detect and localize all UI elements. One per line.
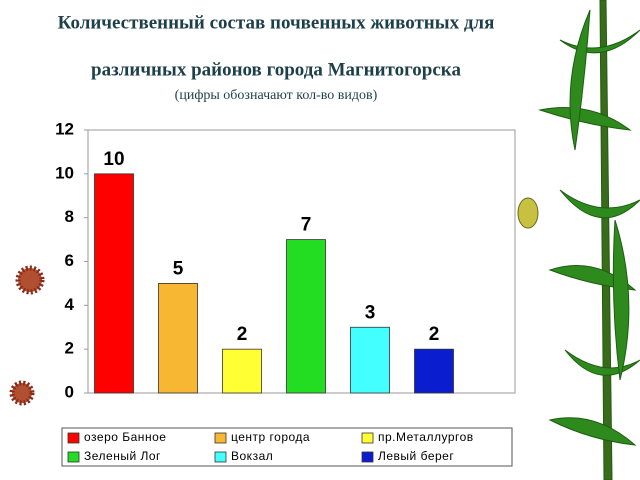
y-tick-label: 6: [65, 251, 74, 270]
y-tick-label: 4: [65, 295, 75, 314]
value-label: 10: [103, 149, 124, 170]
legend-swatch: [214, 451, 227, 463]
bamboo-decoration: [538, 0, 640, 480]
legend-swatch: [67, 451, 80, 463]
legend-label: Левый берег: [378, 449, 454, 463]
legend-label: озеро Банное: [84, 430, 166, 444]
legend: [61, 427, 513, 467]
y-tick-label: 8: [65, 207, 74, 226]
legend-swatch: [214, 432, 227, 444]
legend-swatch: [361, 451, 374, 463]
value-label: 2: [237, 324, 248, 345]
legend-label: Вокзал: [231, 449, 273, 463]
legend-label: Зеленый Лог: [84, 449, 161, 463]
y-tick-label: 2: [65, 339, 74, 358]
chart-title: Количественный состав почвенных животных…: [58, 12, 495, 33]
bar: [158, 283, 198, 394]
value-label: 5: [173, 258, 184, 279]
legend-label: центр города: [231, 430, 310, 444]
value-label: 3: [365, 302, 376, 323]
chart-title-line2: различных районов города Магнитогорска: [91, 59, 461, 80]
legend-swatch: [67, 432, 80, 444]
value-label: 7: [301, 215, 312, 236]
bar: [286, 239, 326, 394]
y-tick-label: 12: [55, 119, 74, 138]
legend-swatch: [361, 432, 374, 444]
y-tick-label: 10: [55, 163, 74, 182]
y-tick-label: 0: [65, 382, 74, 401]
value-label: 2: [429, 324, 440, 345]
chart-subtitle: (цифры обозначают кол-во видов): [175, 88, 378, 103]
bar: [414, 348, 454, 394]
bar: [94, 173, 134, 394]
legend-label: пр.Металлургов: [378, 430, 474, 444]
bar: [350, 326, 390, 394]
bar: [222, 348, 262, 394]
